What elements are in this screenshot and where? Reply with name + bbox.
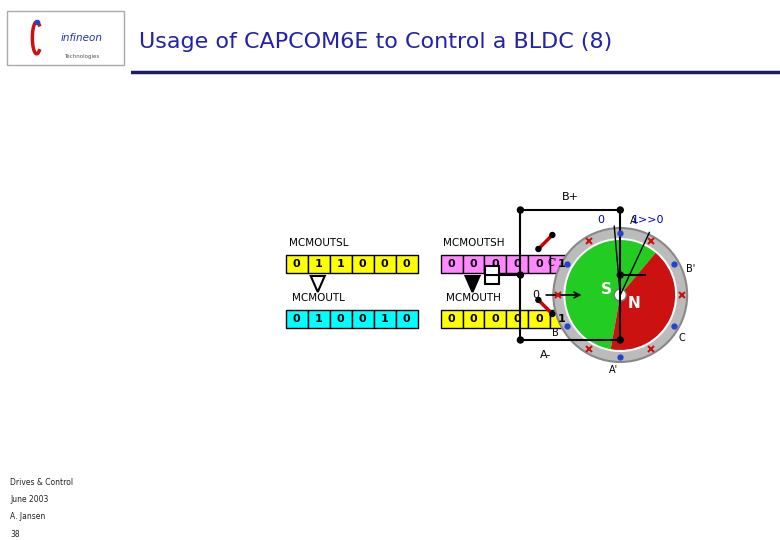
Text: A. Jansen: A. Jansen: [10, 512, 46, 522]
Text: 0: 0: [448, 314, 456, 324]
Text: 0: 0: [491, 314, 499, 324]
Text: 0: 0: [597, 215, 604, 225]
Bar: [602, 233, 616, 251]
Bar: [602, 298, 616, 316]
Bar: [374, 310, 395, 328]
Text: 1: 1: [337, 259, 345, 269]
Circle shape: [553, 228, 687, 362]
Text: C': C': [548, 258, 557, 268]
Text: Technologies: Technologies: [64, 54, 99, 59]
Bar: [528, 310, 551, 328]
Text: B+: B+: [562, 192, 579, 202]
Text: A': A': [609, 364, 619, 375]
Text: B': B': [686, 265, 695, 274]
Text: 1: 1: [381, 314, 388, 324]
Text: A: A: [630, 216, 636, 226]
Text: 0: 0: [536, 259, 543, 269]
Text: C: C: [679, 333, 685, 343]
Text: 1>>0: 1>>0: [632, 215, 665, 225]
Text: 0: 0: [337, 314, 345, 324]
Text: 0: 0: [470, 314, 477, 324]
Bar: [463, 255, 484, 273]
Bar: [551, 310, 573, 328]
Bar: [528, 255, 551, 273]
Text: MCMOUTSH: MCMOUTSH: [443, 238, 504, 248]
Text: 1: 1: [315, 314, 323, 324]
Circle shape: [615, 289, 626, 301]
Text: 38: 38: [10, 530, 20, 539]
Circle shape: [517, 272, 523, 278]
Text: 1: 1: [315, 259, 323, 269]
Bar: [441, 255, 463, 273]
Bar: [285, 255, 308, 273]
Bar: [330, 255, 352, 273]
Text: 0: 0: [491, 259, 499, 269]
Bar: [285, 310, 308, 328]
Circle shape: [536, 298, 541, 302]
Text: MCMOUTH: MCMOUTH: [446, 293, 501, 303]
Circle shape: [536, 246, 541, 252]
Text: 0: 0: [381, 259, 388, 269]
Bar: [551, 255, 573, 273]
Text: 0: 0: [402, 259, 410, 269]
Text: Usage of CAPCOM6E to Control a BLDC (8): Usage of CAPCOM6E to Control a BLDC (8): [139, 32, 612, 52]
Text: MCMOUTL: MCMOUTL: [292, 293, 346, 303]
Bar: [506, 255, 528, 273]
Bar: [308, 310, 330, 328]
Circle shape: [517, 337, 523, 343]
Circle shape: [550, 312, 555, 316]
Text: 1: 1: [558, 259, 565, 269]
Text: A-: A-: [540, 350, 551, 360]
Bar: [484, 310, 506, 328]
Text: 0: 0: [536, 314, 543, 324]
Text: 0: 0: [359, 259, 367, 269]
Text: infineon: infineon: [60, 33, 102, 43]
Polygon shape: [466, 276, 480, 292]
Text: 0: 0: [402, 314, 410, 324]
Text: 0: 0: [359, 314, 367, 324]
Bar: [484, 255, 506, 273]
Circle shape: [563, 238, 677, 352]
Bar: [352, 255, 374, 273]
Text: June 2003: June 2003: [10, 495, 49, 504]
Bar: [374, 255, 395, 273]
Text: 0: 0: [513, 259, 521, 269]
Text: 0: 0: [533, 290, 540, 300]
Polygon shape: [310, 276, 324, 292]
Bar: [6, 11, 125, 65]
Bar: [602, 266, 616, 284]
Text: Drives & Control: Drives & Control: [10, 478, 73, 487]
Bar: [463, 310, 484, 328]
Bar: [308, 255, 330, 273]
Text: Never stop thinking: Never stop thinking: [71, 169, 91, 403]
Text: S: S: [601, 282, 612, 298]
Text: 0: 0: [513, 314, 521, 324]
Bar: [352, 310, 374, 328]
Bar: [395, 310, 417, 328]
Bar: [441, 310, 463, 328]
Circle shape: [617, 272, 623, 278]
Bar: [330, 310, 352, 328]
Bar: [506, 310, 528, 328]
Text: 0: 0: [293, 314, 300, 324]
Wedge shape: [566, 240, 655, 349]
Circle shape: [550, 233, 555, 238]
Circle shape: [517, 207, 523, 213]
Text: MCMOUTSL: MCMOUTSL: [289, 238, 349, 248]
Bar: [395, 255, 417, 273]
Text: B: B: [552, 327, 558, 338]
Wedge shape: [611, 253, 675, 350]
Text: 1: 1: [558, 314, 565, 324]
Bar: [485, 266, 499, 284]
Text: 0: 0: [448, 259, 456, 269]
Circle shape: [617, 207, 623, 213]
Text: 0: 0: [470, 259, 477, 269]
Text: 0: 0: [293, 259, 300, 269]
Text: N: N: [628, 295, 640, 310]
Circle shape: [617, 337, 623, 343]
